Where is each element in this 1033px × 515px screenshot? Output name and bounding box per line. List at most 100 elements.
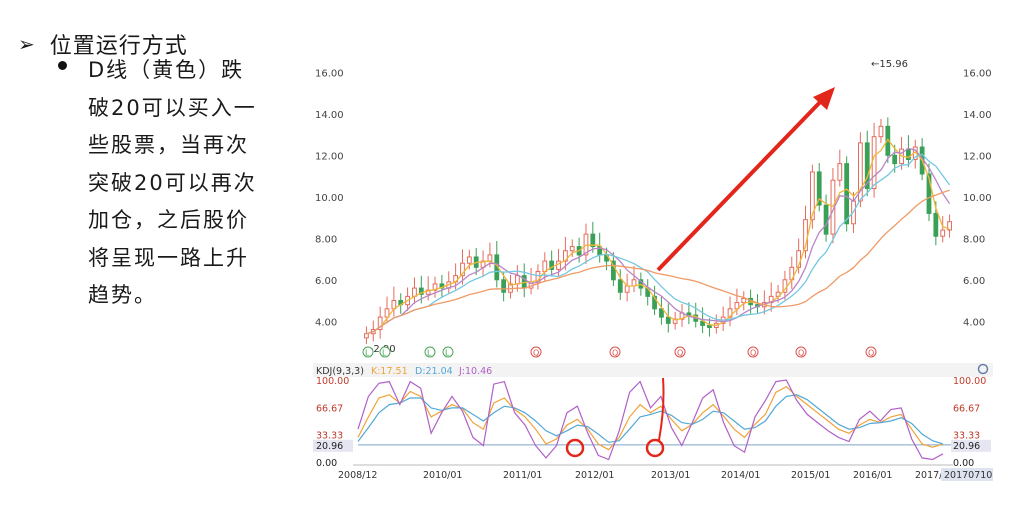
price-y-tick-right: 16.00 [963, 68, 992, 79]
x-tick-label: 2017/01 [915, 470, 954, 481]
candle-body [864, 142, 870, 190]
event-marker-label: Q [798, 349, 804, 358]
buy-signal-circle [565, 438, 585, 458]
x-tick-label: 2015/01 [791, 470, 830, 481]
candle-body [631, 279, 637, 287]
kdj-y-tick-left: 33.33 [316, 431, 343, 442]
event-marker [362, 346, 374, 358]
kdj-legend-k: K:17.51 [371, 366, 408, 377]
x-tick-label: 2010/01 [423, 470, 462, 481]
candle-body [514, 275, 520, 285]
candle-body [665, 316, 671, 324]
candle-body [569, 246, 575, 252]
candle-body [617, 279, 623, 293]
kdj-y-tick-left: 0.00 [316, 458, 337, 469]
ma-line-cyan [366, 153, 951, 335]
candle-body [487, 254, 493, 262]
heading-text: 位置运行方式 [49, 34, 188, 59]
bullet-line: 破20可以买入一 [88, 95, 257, 120]
price-y-tick-left: 10.00 [315, 193, 344, 204]
kdj-y-tick-left: 100.00 [316, 376, 349, 387]
candle-body [809, 171, 815, 221]
candle-body [857, 142, 863, 202]
ma-line-purple [366, 147, 951, 335]
price-y-tick-left: 12.00 [315, 151, 344, 162]
bullet-line: 些股票，当再次 [88, 133, 249, 157]
kdj-y-tick-right: 0.00 [953, 458, 974, 469]
event-marker [424, 346, 436, 358]
event-marker [379, 346, 391, 358]
kdj-title: KDJ(9,3,3) [316, 366, 364, 377]
candle-body [364, 333, 369, 339]
kdj-line-j [357, 379, 944, 461]
bullet-point: D线（黄色）跌 破20可以买入一 些股票，当再次 突破20可以再次 加仓，之后股价 将呈现… [58, 52, 300, 315]
candle-body [741, 297, 747, 304]
price-y-tick-left: 4.00 [315, 317, 337, 328]
event-marker-label: Q [750, 349, 756, 358]
slide-heading: ➢ 位置运行方式 [18, 28, 318, 60]
ma-line-yellow [366, 138, 950, 335]
kdj-y-tick-right: 33.33 [953, 431, 980, 442]
candle-body [624, 285, 630, 293]
ref-value-box-left [313, 439, 353, 452]
candle-body [844, 163, 850, 225]
candle-body [823, 204, 829, 235]
x-tick-label: 2008/12 [338, 470, 377, 481]
kdj-y-tick-left: 66.67 [316, 403, 343, 414]
candle-body [659, 308, 664, 318]
candle-body [871, 136, 877, 190]
trend-arrow-head [813, 87, 835, 110]
kdj-y-tick-right: 100.00 [953, 376, 986, 387]
event-marker [530, 346, 542, 358]
stock-chart: 16.00 16.00 14.00 14.00 12.00 12.00 10.00 10.00… [313, 52, 993, 492]
candle-body [878, 125, 884, 138]
candle-body [377, 316, 383, 331]
price-y-tick-right: 12.00 [963, 151, 992, 162]
event-marker-label: Q [868, 349, 874, 358]
candle-body [460, 262, 465, 277]
arrow-bullet-icon: ➢ [18, 32, 36, 56]
event-marker [795, 346, 807, 358]
trend-arrow-shaft [656, 95, 827, 272]
ma-line-orange [366, 189, 950, 335]
candle-body [542, 260, 548, 272]
bullet-line: 突破20可以再次 [88, 170, 257, 195]
candle-body [933, 212, 939, 237]
x-tick-label: 2012/01 [575, 470, 614, 481]
candle-body [384, 308, 390, 318]
candle-body [611, 260, 616, 281]
kdj-y-tick-left: 20.96 [316, 441, 343, 452]
x-tick-label: 2013/01 [651, 470, 690, 481]
kdj-legend-d: D:21.04 [415, 366, 453, 377]
event-marker [674, 346, 686, 358]
kdj-legend-j: J:10.46 [458, 366, 492, 377]
kdj-header-bar [313, 363, 993, 377]
candle-body [466, 256, 472, 264]
event-marker [442, 346, 454, 358]
x-end-label-box [941, 468, 993, 481]
candle-body [652, 295, 657, 310]
event-marker [747, 346, 759, 358]
bullet-line: 将呈现一路上升 [88, 245, 249, 270]
event-marker-label: Q [533, 349, 539, 358]
event-marker-label: L [382, 349, 387, 358]
price-y-tick-right: 4.00 [963, 317, 985, 328]
kdj-y-tick-right: 66.67 [953, 403, 980, 414]
event-marker-label: L [365, 349, 370, 358]
candle-body [418, 287, 424, 295]
bullet-line: 加仓，之后股价 [88, 208, 249, 232]
x-tick-label: 2011/01 [503, 470, 542, 481]
candle-body [590, 233, 596, 248]
event-marker-label: L [427, 349, 432, 358]
candle-body [583, 233, 589, 256]
price-y-tick-left: 16.00 [315, 68, 344, 79]
event-marker-label: Q [612, 349, 618, 358]
event-marker-label: L [445, 349, 450, 358]
candle-body [816, 171, 822, 206]
candle-body [947, 221, 952, 231]
bullet-text: D线（黄色）跌 破20可以买入一 些股票，当再次 突破20可以再次 加仓，之后股价 将呈现… [88, 52, 300, 315]
kdj-y-tick-right: 20.96 [953, 441, 980, 452]
chart-svg: 16.00 16.00 14.00 14.00 12.00 12.00 10.00 10.00… [313, 59, 993, 481]
candle-body [940, 229, 946, 237]
x-tick-label: 2014/01 [721, 470, 760, 481]
